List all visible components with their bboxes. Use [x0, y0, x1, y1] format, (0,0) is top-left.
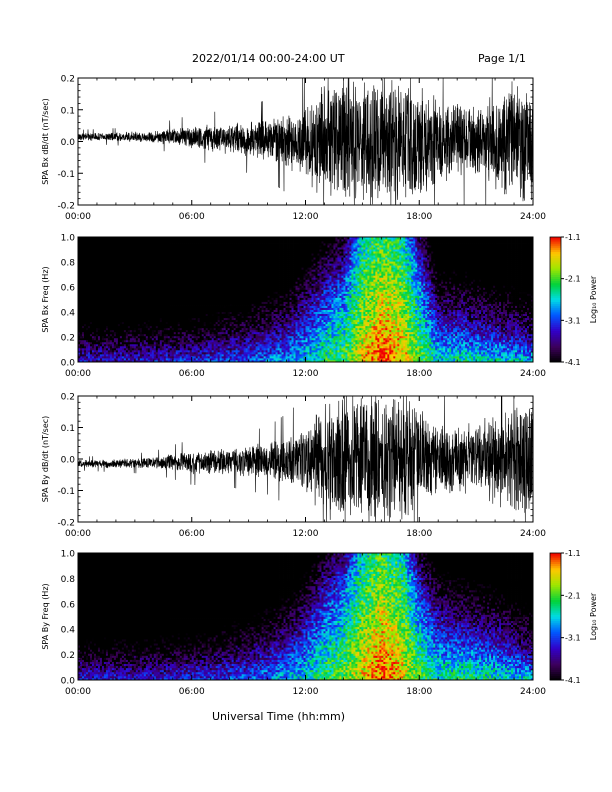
y-tick-label: 0.2 [61, 75, 75, 85]
x-tick-label: 18:00 [406, 212, 432, 222]
spectrogram-cells [78, 237, 533, 362]
y-tick-label: 0.0 [61, 138, 76, 148]
x-tick-label: 00:00 [65, 212, 91, 222]
y-tick-label: -0.1 [57, 170, 75, 180]
y-tick-label: 0.1 [61, 106, 75, 116]
x-tick-label: 12:00 [293, 212, 319, 222]
x-tick-label: 24:00 [520, 212, 546, 222]
y-axis-label: SPA Bx dB/dt (nT/sec) [41, 98, 50, 185]
series-line-trace [78, 78, 533, 205]
y-tick-label: -0.2 [57, 202, 75, 212]
x-tick-label: 06:00 [179, 212, 205, 222]
